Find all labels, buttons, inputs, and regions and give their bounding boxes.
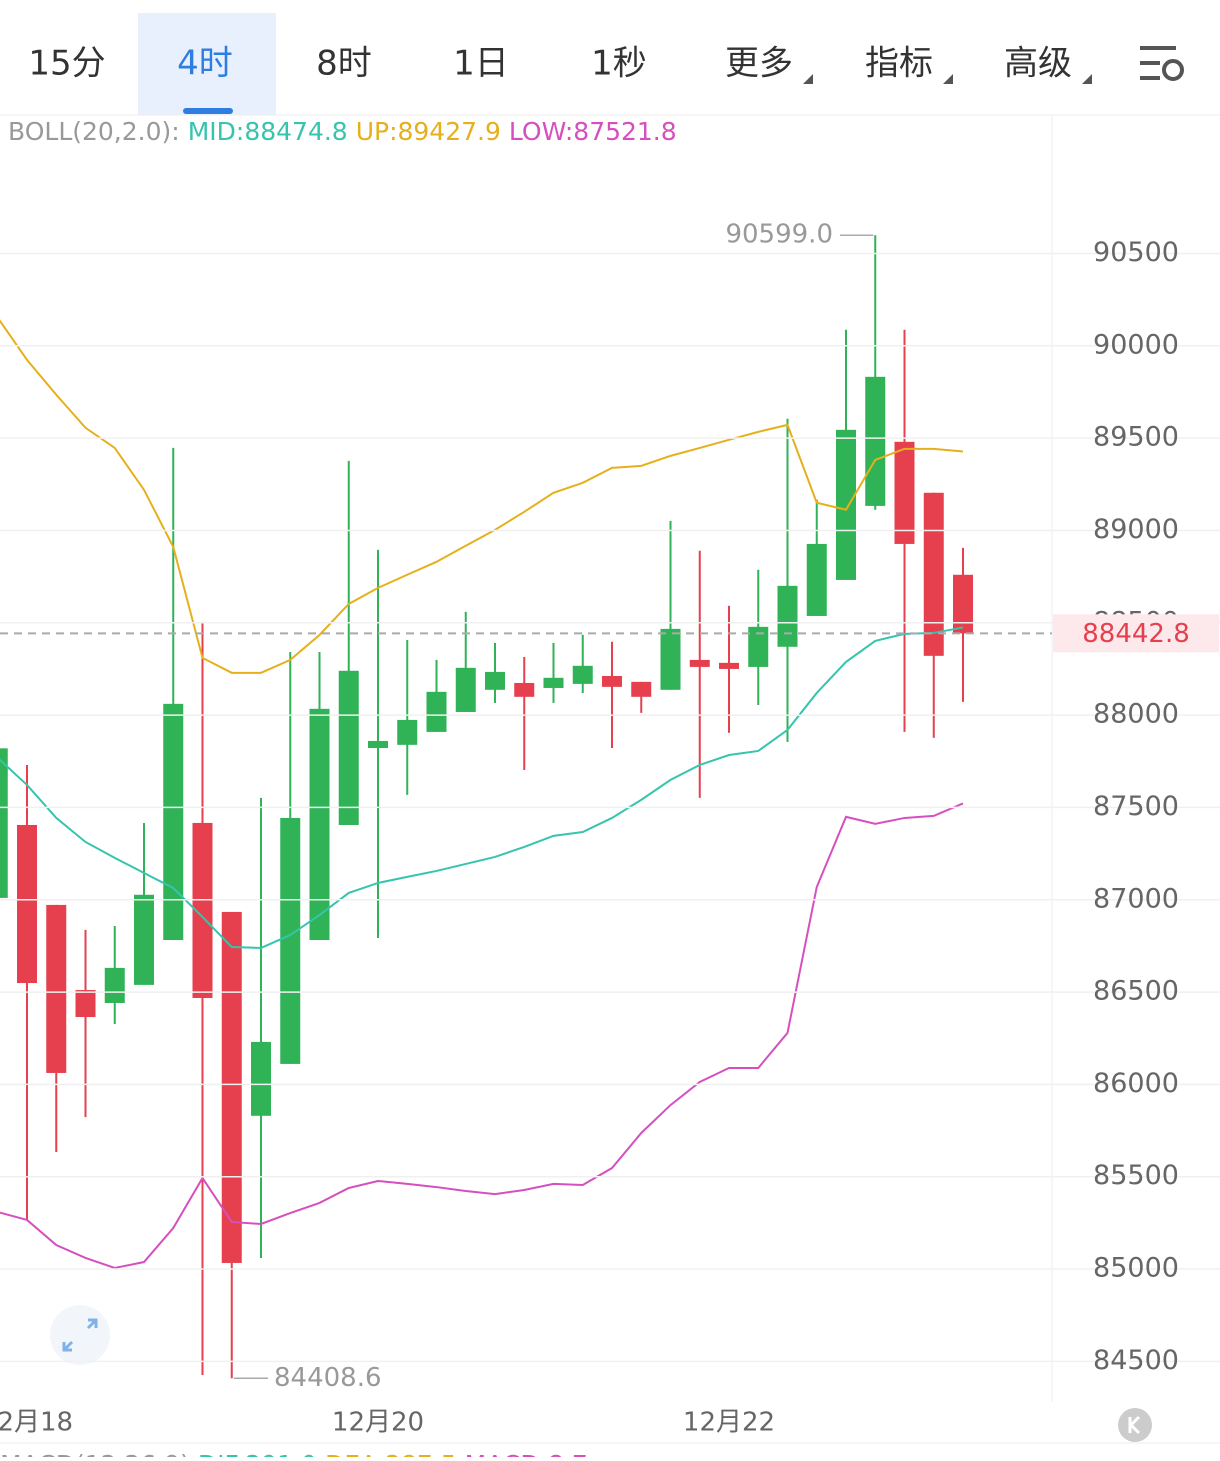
tab[interactable]: 指标 bbox=[865, 44, 933, 84]
macd-entry: MACD(12,26,9) bbox=[0, 1450, 190, 1457]
y-tick-label: 86500 bbox=[1093, 976, 1179, 1007]
tab[interactable]: 1日 bbox=[453, 44, 509, 84]
candle-body bbox=[397, 719, 418, 745]
candle-body bbox=[46, 904, 67, 1073]
y-tick-label: 87000 bbox=[1093, 883, 1179, 914]
y-tick-label: 86000 bbox=[1093, 1068, 1179, 1099]
y-tick-label: 90000 bbox=[1093, 329, 1179, 360]
tab[interactable]: 4时 bbox=[177, 44, 233, 84]
y-tick-label: 89000 bbox=[1093, 514, 1179, 545]
dropdown-marker bbox=[943, 74, 953, 84]
selected-tab-bar bbox=[183, 108, 233, 114]
dropdown-marker bbox=[1082, 74, 1092, 84]
y-tick-label: 84500 bbox=[1093, 1345, 1179, 1376]
candle-body bbox=[75, 990, 96, 1018]
candle-body bbox=[221, 911, 242, 1263]
k-icon[interactable] bbox=[1118, 1408, 1152, 1442]
candle-body bbox=[251, 1041, 271, 1116]
candle-body bbox=[602, 675, 622, 687]
last-price-label: 88442.8 bbox=[1082, 619, 1190, 649]
candle-body bbox=[572, 665, 593, 684]
candle-body bbox=[455, 667, 476, 712]
candle-body bbox=[689, 659, 710, 667]
legend-line: BOLL(20,2.0): MID:88474.8 UP:89427.9 LOW:87… bbox=[8, 117, 677, 146]
candle-body bbox=[134, 894, 154, 985]
tab[interactable]: 1秒 bbox=[591, 44, 647, 84]
candle-body bbox=[543, 677, 564, 688]
candle-body bbox=[719, 662, 739, 669]
tab[interactable]: 15分 bbox=[28, 44, 105, 84]
candle-body bbox=[953, 574, 973, 634]
candle-body bbox=[17, 824, 37, 984]
selected-tab-bg bbox=[138, 13, 276, 115]
y-tick-label: 85000 bbox=[1093, 1253, 1179, 1284]
y-tick-label: 88000 bbox=[1093, 699, 1179, 730]
candle-body bbox=[368, 740, 388, 748]
x-tick-label: 12月18 bbox=[0, 1408, 73, 1438]
candle-body bbox=[309, 708, 330, 941]
candle-body bbox=[777, 585, 798, 647]
candle-body bbox=[426, 691, 447, 732]
tab[interactable]: 8时 bbox=[316, 44, 372, 84]
candle-body bbox=[485, 671, 505, 690]
high-marker-label: 90599.0 bbox=[725, 220, 833, 250]
candle-body bbox=[104, 967, 125, 1003]
y-tick-label: 89500 bbox=[1093, 422, 1179, 453]
boll-line bbox=[0, 802, 964, 1269]
legend-entry: MID:88474.8 bbox=[188, 117, 348, 146]
candle-body bbox=[894, 441, 915, 544]
candle-body bbox=[660, 628, 681, 690]
candle-body bbox=[338, 670, 359, 825]
candle-body bbox=[806, 543, 827, 616]
x-tick-label: 12月20 bbox=[332, 1408, 424, 1438]
candle-body bbox=[514, 682, 535, 697]
y-tick-label: 87500 bbox=[1093, 791, 1179, 822]
candle-body bbox=[280, 817, 301, 1064]
candle-body bbox=[631, 681, 652, 697]
x-tick-label: 12月22 bbox=[683, 1408, 775, 1438]
candle-body bbox=[865, 376, 886, 506]
candle-body bbox=[163, 703, 184, 941]
candle-body bbox=[748, 626, 769, 667]
candle-body bbox=[0, 748, 8, 898]
tab[interactable]: 更多 bbox=[725, 44, 793, 84]
indicator-label: BOLL(20,2.0): bbox=[8, 117, 180, 146]
y-tick-label: 85500 bbox=[1093, 1160, 1179, 1191]
expand-icon[interactable] bbox=[50, 1305, 110, 1365]
settings-icon[interactable] bbox=[1140, 46, 1184, 81]
macd-entry: DEA:287.5 bbox=[325, 1450, 457, 1457]
low-marker-label: 84408.6 bbox=[274, 1363, 382, 1393]
y-tick-label: 90500 bbox=[1093, 237, 1179, 268]
candle-body bbox=[923, 492, 944, 656]
macd-header: MACD(12,26,9) DIF:291.0 DEA:287.5 MACD:8.7 bbox=[0, 1450, 588, 1457]
legend-entry: UP:89427.9 bbox=[356, 117, 501, 146]
boll-line bbox=[0, 319, 964, 674]
legend-entry: LOW:87521.8 bbox=[509, 117, 677, 146]
last-price-box bbox=[1053, 614, 1219, 653]
boll-line bbox=[0, 626, 964, 949]
tab[interactable]: 高级 bbox=[1004, 44, 1072, 84]
macd-entry: MACD:8.7 bbox=[465, 1450, 588, 1457]
dropdown-marker bbox=[803, 74, 813, 84]
candle-body bbox=[192, 822, 213, 998]
macd-entry: DIF:291.0 bbox=[198, 1450, 317, 1457]
candle-body bbox=[836, 429, 856, 580]
